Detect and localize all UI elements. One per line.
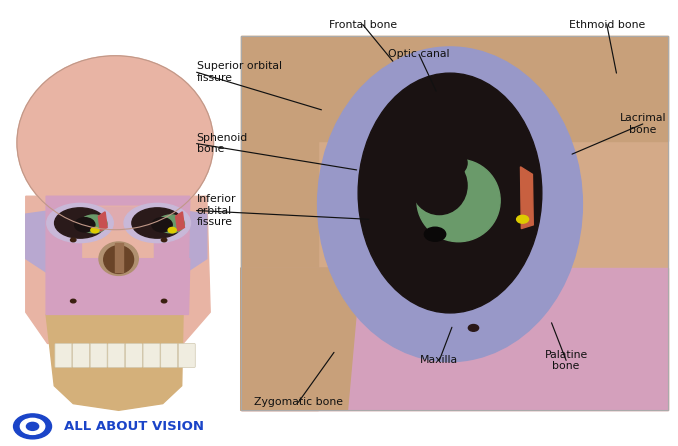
Polygon shape xyxy=(176,212,184,231)
Polygon shape xyxy=(46,259,190,314)
Text: Superior orbital
fissure: Superior orbital fissure xyxy=(197,62,281,83)
Circle shape xyxy=(468,325,479,331)
FancyBboxPatch shape xyxy=(73,343,89,368)
Text: Zygomatic bone: Zygomatic bone xyxy=(254,397,343,407)
Ellipse shape xyxy=(157,215,184,233)
Bar xyxy=(241,36,668,410)
Polygon shape xyxy=(155,210,207,272)
Circle shape xyxy=(517,215,529,223)
Polygon shape xyxy=(241,140,317,410)
Ellipse shape xyxy=(124,203,191,243)
Ellipse shape xyxy=(99,242,138,275)
Text: Palatine
bone: Palatine bone xyxy=(544,350,588,371)
Polygon shape xyxy=(98,212,107,231)
Circle shape xyxy=(26,422,39,430)
FancyBboxPatch shape xyxy=(161,343,178,368)
Ellipse shape xyxy=(416,146,467,180)
Bar xyxy=(241,36,668,410)
Ellipse shape xyxy=(17,56,214,230)
Ellipse shape xyxy=(417,159,500,242)
Polygon shape xyxy=(26,196,210,343)
Polygon shape xyxy=(80,206,157,239)
Polygon shape xyxy=(115,243,123,272)
FancyBboxPatch shape xyxy=(90,343,107,368)
Ellipse shape xyxy=(412,157,467,215)
Polygon shape xyxy=(26,210,81,272)
Text: Frontal bone: Frontal bone xyxy=(329,20,397,29)
Text: ALL ABOUT VISION: ALL ABOUT VISION xyxy=(64,420,204,433)
Ellipse shape xyxy=(47,203,113,243)
Text: Maxilla: Maxilla xyxy=(420,355,458,365)
FancyBboxPatch shape xyxy=(143,343,160,368)
Circle shape xyxy=(71,238,76,242)
FancyBboxPatch shape xyxy=(108,343,125,368)
Circle shape xyxy=(161,299,167,303)
Ellipse shape xyxy=(358,73,542,313)
Polygon shape xyxy=(241,268,360,410)
Text: Ethmoid bone: Ethmoid bone xyxy=(569,20,645,29)
Circle shape xyxy=(424,227,445,241)
Polygon shape xyxy=(521,167,534,229)
Text: Inferior
orbital
fissure: Inferior orbital fissure xyxy=(197,194,236,227)
Ellipse shape xyxy=(80,215,107,233)
FancyBboxPatch shape xyxy=(125,343,142,368)
Text: Lacrimal
bone: Lacrimal bone xyxy=(620,113,666,135)
Polygon shape xyxy=(46,314,183,410)
Circle shape xyxy=(14,414,52,439)
FancyBboxPatch shape xyxy=(178,343,195,368)
FancyBboxPatch shape xyxy=(55,343,72,368)
Text: Sphenoid
bone: Sphenoid bone xyxy=(197,133,248,154)
Ellipse shape xyxy=(75,218,95,232)
Circle shape xyxy=(71,299,76,303)
Ellipse shape xyxy=(104,246,134,273)
Circle shape xyxy=(168,227,176,233)
Polygon shape xyxy=(241,36,668,140)
Polygon shape xyxy=(241,268,668,410)
Text: Optic canal: Optic canal xyxy=(388,50,450,59)
Polygon shape xyxy=(46,196,190,268)
Ellipse shape xyxy=(152,218,172,232)
Ellipse shape xyxy=(54,208,105,238)
Ellipse shape xyxy=(132,208,183,238)
Ellipse shape xyxy=(317,47,582,362)
Circle shape xyxy=(91,227,99,233)
Circle shape xyxy=(161,238,167,242)
Circle shape xyxy=(20,418,45,434)
